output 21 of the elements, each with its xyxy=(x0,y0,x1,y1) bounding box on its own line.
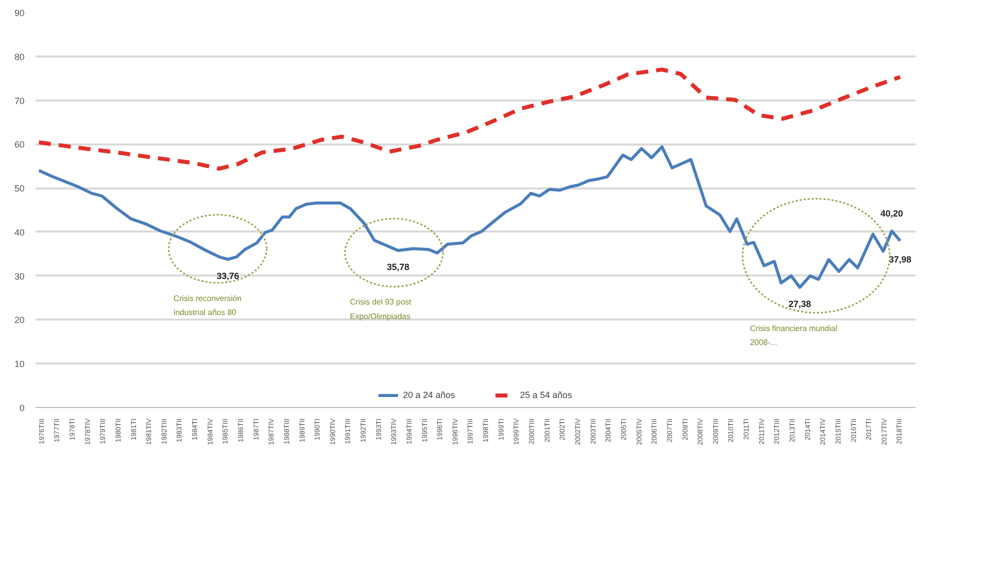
y-tick-label: 30 xyxy=(14,271,25,282)
annotation: 40,20 xyxy=(880,208,904,219)
annotation: 27,38 xyxy=(788,298,812,309)
line-series xyxy=(36,68,902,171)
y-tick-label: 70 xyxy=(14,96,25,106)
legend-label: 25 a 54 años xyxy=(520,390,572,400)
annotation: 37,98 xyxy=(888,254,912,264)
annotation: Crisis financiera mundial 2008-... xyxy=(750,324,838,348)
legend-label: 20 a 24 años xyxy=(402,390,455,400)
annotation: Crisis reconversión industrial años 80 xyxy=(174,294,242,318)
y-tick-label: 90 xyxy=(14,8,25,18)
annotation: Crisis del 93 post Expo/Olimpiadas xyxy=(350,298,412,322)
annotation: 33,76 xyxy=(216,270,240,281)
y-tick-label: 10 xyxy=(14,359,25,370)
annotation: 35,78 xyxy=(386,262,410,272)
y-tick-label: 50 xyxy=(14,184,25,194)
y-tick-label: 80 xyxy=(14,52,25,62)
y-tick-label: 20 xyxy=(14,315,25,326)
y-tick-label: 40 xyxy=(14,227,25,238)
y-tick-label: 0 xyxy=(19,403,25,413)
y-tick-label: 60 xyxy=(14,140,25,150)
